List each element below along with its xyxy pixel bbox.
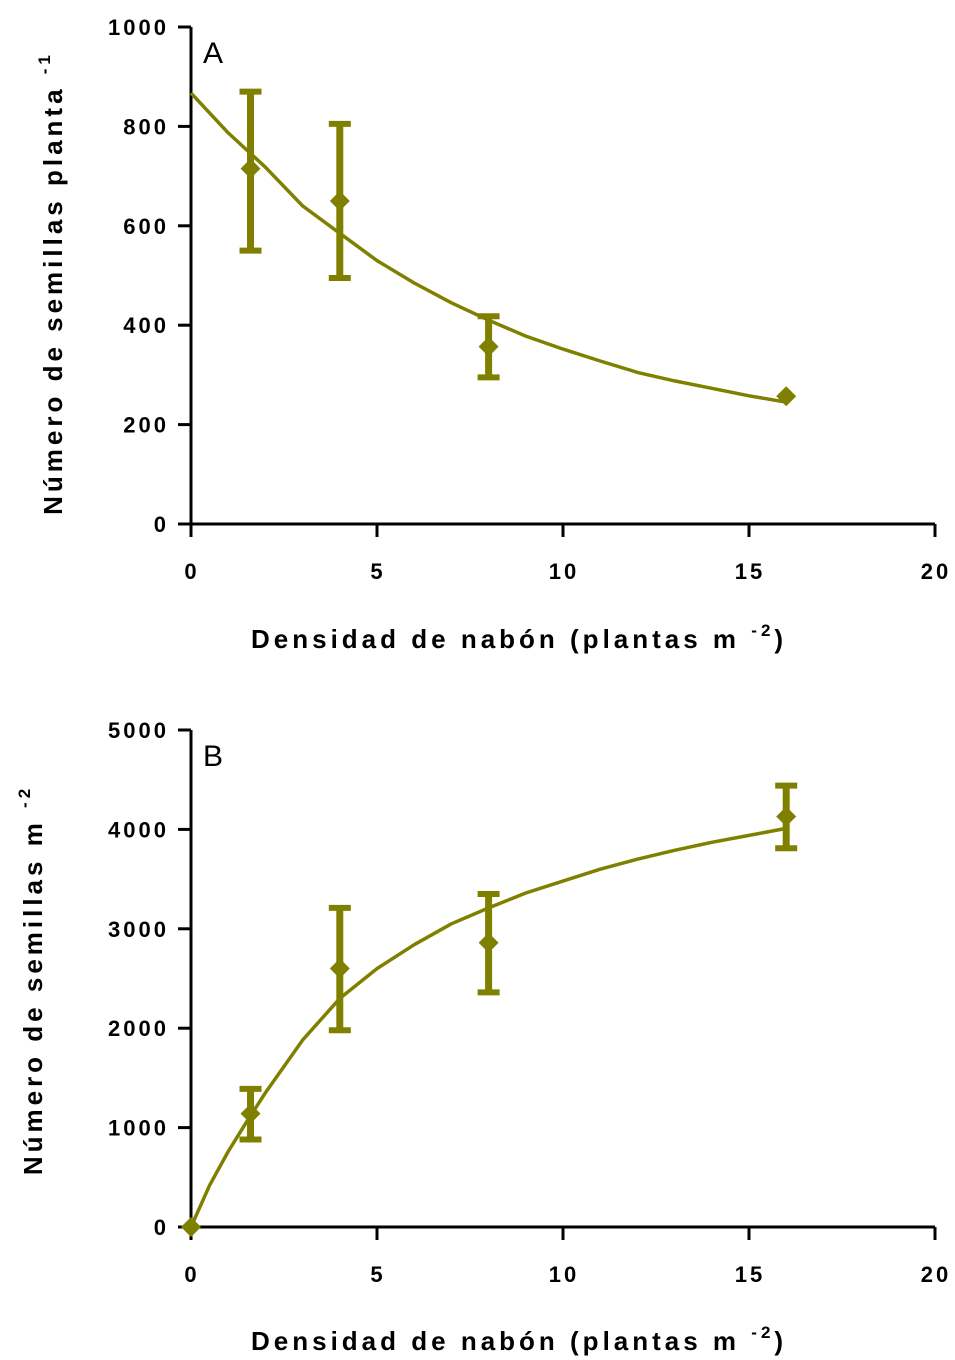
panel-b: 0 1000 2000 3000 4000 5000 0 5 10 15 20 B Densidad d… (15, 718, 951, 1356)
panel-b-y-axis-title: Número de semillas m -2 (15, 785, 48, 1175)
panel-b-x-tick-label: 10 (549, 1262, 579, 1287)
panel-b-x-axis-title: Densidad de nabón (plantas m -2) (251, 1323, 787, 1356)
panel-a-data-point (329, 190, 350, 211)
panel-b-data-point (329, 958, 350, 979)
panel-b-y-tick-label: 2000 (108, 1016, 169, 1041)
panel-a-y-tick-label: 1000 (108, 15, 169, 40)
panel-a-y-tick-label: 600 (123, 214, 169, 239)
panel-a-y-axis-title: Número de semillas planta -1 (35, 51, 68, 515)
panel-a-data-point (240, 158, 261, 179)
panel-a-label: A (203, 37, 223, 70)
panel-a-x-tick-label: 15 (735, 559, 765, 584)
panel-b-data-point (478, 932, 499, 953)
panel-a-x-tick-label: 5 (370, 559, 385, 584)
panel-a-y-tick-label: 0 (154, 512, 169, 537)
panel-b-label: B (203, 740, 223, 773)
panel-b-y-tick-label: 4000 (108, 817, 169, 842)
panel-a: 0 200 400 600 800 1000 0 5 10 15 20 A Densidad de na… (35, 15, 951, 654)
panel-a-y-tick-label: 400 (123, 313, 169, 338)
panel-b-x-tick-label: 15 (735, 1262, 765, 1287)
panel-b-x-tick-label: 5 (370, 1262, 385, 1287)
panel-a-x-tick-label: 20 (921, 559, 951, 584)
panel-b-data-point (776, 806, 797, 827)
panel-a-y-tick-label: 800 (123, 114, 169, 139)
panel-b-fit-curve (189, 826, 787, 1228)
panel-b-x-tick-label: 20 (921, 1262, 951, 1287)
panel-a-y-tick-label: 200 (123, 413, 169, 438)
panel-a-data-point (776, 386, 797, 407)
panel-a-x-axis-title: Densidad de nabón (plantas m -2) (251, 621, 787, 654)
panel-a-data-point (478, 336, 499, 357)
panel-b-y-tick-label: 0 (154, 1215, 169, 1240)
panel-b-y-tick-label: 3000 (108, 917, 169, 942)
panel-b-data-point (240, 1103, 261, 1124)
panel-b-y-tick-label: 5000 (108, 718, 169, 743)
panel-b-x-tick-label: 0 (184, 1262, 199, 1287)
panel-a-x-tick-label: 10 (549, 559, 579, 584)
panel-b-data-point (181, 1217, 201, 1237)
panel-b-y-tick-label: 1000 (108, 1116, 169, 1141)
panel-a-x-tick-label: 0 (184, 559, 199, 584)
